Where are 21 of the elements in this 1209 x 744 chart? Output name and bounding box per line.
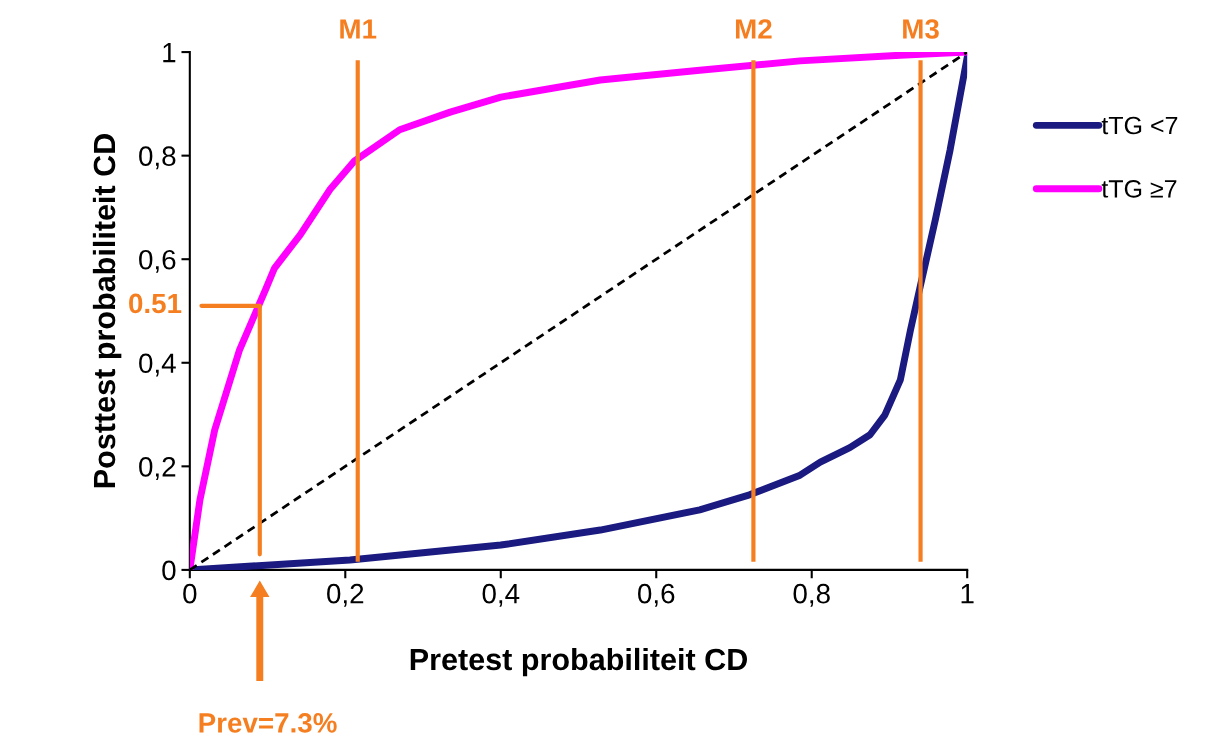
x-tick-label: 0,6 [638, 583, 675, 607]
x-tick-label: 0,4 [482, 583, 520, 607]
x-tick-label: 0,2 [327, 583, 364, 607]
legend-label: tTG ≥7 [1101, 179, 1177, 198]
legend-label: tTG <7 [1101, 116, 1178, 135]
y-tick-label: 0,6 [139, 249, 176, 273]
x-tick-label: 1 [961, 584, 974, 604]
x-tick-label: 0 [183, 583, 197, 604]
text: Prev=7.3% [199, 713, 337, 733]
y-tick-label: 0,2 [139, 457, 176, 480]
y-axis-title: Posttest probabiliteit CD [92, 134, 122, 488]
ref-line-label: M3 [903, 19, 939, 39]
y-tick-label: 0 [162, 560, 176, 581]
x-tick-label: 0,8 [793, 583, 830, 607]
ref-line-label: M1 [340, 19, 377, 39]
y-tick-label: 0,8 [139, 146, 176, 170]
x-axis-title: Pretest probabiliteit CD [410, 647, 748, 677]
ref-line-label: M2 [735, 19, 772, 39]
text: 0.51 [129, 293, 182, 314]
y-tick-label: 1 [163, 43, 176, 63]
y-tick-label: 0,4 [139, 353, 176, 377]
